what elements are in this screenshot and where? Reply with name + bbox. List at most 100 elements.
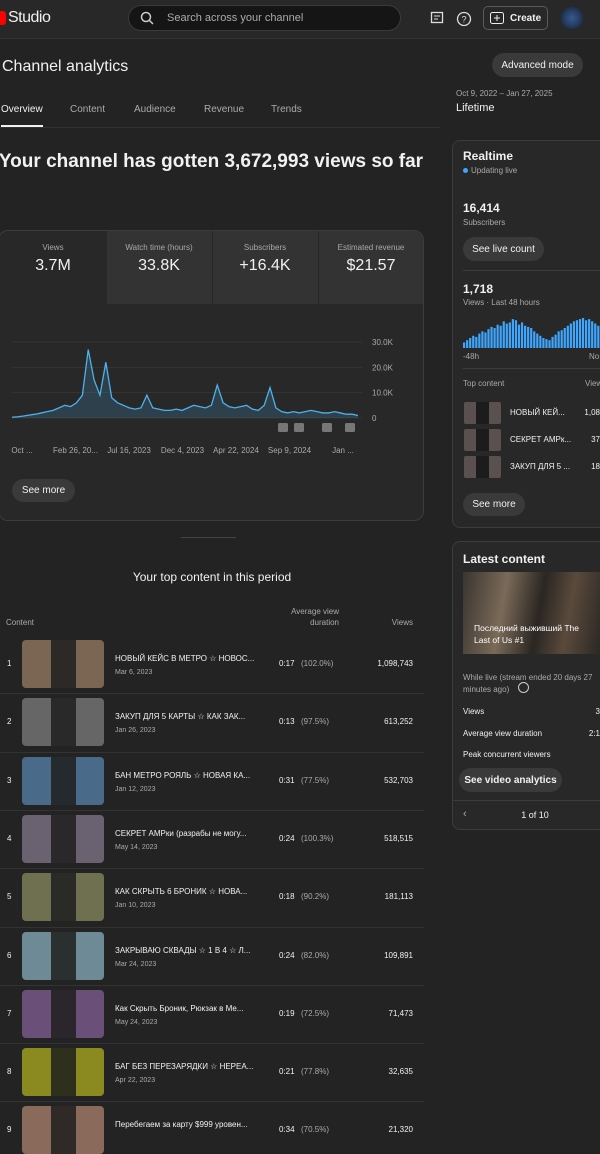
video-date: Jan 26, 2023 xyxy=(115,727,156,735)
realtime-divider xyxy=(463,368,600,369)
tab[interactable]: Content xyxy=(70,104,106,115)
top-content-label: Top content xyxy=(463,379,505,388)
hourly-chart xyxy=(463,318,600,348)
video-title[interactable]: НОВЫЙ КЕЙС В МЕТРО ☆ НОВОС... xyxy=(115,654,255,663)
rank: 2 xyxy=(7,717,12,727)
hourly-bar xyxy=(499,325,502,348)
video-title[interactable]: СЕКРЕТ АМРки (разрабы не могу... xyxy=(115,828,247,838)
item-thumbnail[interactable] xyxy=(464,456,501,478)
video-title[interactable]: Как Скрыть Броник, Рюкзак в Ме... xyxy=(115,1003,244,1013)
thumbnail-frame xyxy=(51,931,76,980)
logo[interactable]: Studio xyxy=(8,9,51,26)
hourly-bar xyxy=(557,331,560,348)
latest-status: While live (stream ended 20 days 27 minu… xyxy=(463,673,593,694)
search-box[interactable] xyxy=(128,5,401,31)
thumbnail-frame xyxy=(51,640,76,688)
video-analytics-button[interactable]: See video analytics xyxy=(459,768,562,792)
create-button[interactable] xyxy=(483,6,548,30)
latest-thumbnail[interactable] xyxy=(463,572,600,654)
see-more-button[interactable]: See more xyxy=(12,479,75,502)
video-title[interactable]: БАГ БЕЗ ПЕРЕЗАРЯДКИ ☆ НЕРЕА... xyxy=(115,1062,254,1072)
hourly-bar xyxy=(563,328,566,348)
hourly-bar xyxy=(508,322,511,348)
subscriber-count: 16,414 xyxy=(463,201,500,215)
x-tick-label: Oct ... xyxy=(11,446,32,455)
metric-cell[interactable] xyxy=(107,231,212,304)
thumbnail[interactable] xyxy=(22,989,104,1038)
video-date: Jan 12, 2023 xyxy=(115,785,156,793)
thumbnail[interactable] xyxy=(22,640,104,688)
realtime-see-more[interactable]: See more xyxy=(463,493,525,516)
y-tick-label: 0 xyxy=(372,414,377,423)
item-title[interactable]: ЗАКУП ДЛЯ 5 ... xyxy=(510,462,570,471)
feedback-icon[interactable] xyxy=(430,11,444,25)
tab-underline xyxy=(1,125,43,127)
video-date: May 24, 2023 xyxy=(115,1018,158,1026)
views-area xyxy=(12,349,358,418)
thumbnail[interactable] xyxy=(22,873,104,922)
thumbnail[interactable] xyxy=(22,931,104,980)
avg-percent: (72.5%) xyxy=(301,1008,330,1018)
x-tick-label: Jan ... xyxy=(332,446,354,455)
thumbnail[interactable] xyxy=(22,1048,104,1097)
thumbnail[interactable] xyxy=(22,814,104,863)
thumbnail[interactable] xyxy=(22,698,104,747)
item-title[interactable]: НОВЫЙ КЕЙ... xyxy=(510,408,565,417)
hourly-bar xyxy=(484,332,487,348)
video-title[interactable]: ЗАКРЫВАЮ СКВАДЫ ☆ 1 В 4 ☆ Л... xyxy=(115,945,251,955)
metric-cell[interactable] xyxy=(213,231,318,304)
hourly-bar xyxy=(566,325,569,348)
item-title[interactable]: СЕКРЕТ АМРк... xyxy=(510,435,572,444)
video-title[interactable]: Перебегаем за карту $999 уровен... xyxy=(115,1120,248,1130)
row-divider xyxy=(0,868,424,870)
hourly-bar xyxy=(597,325,600,348)
search-placeholder: Search across your channel xyxy=(167,12,304,24)
hourly-bar xyxy=(520,322,524,348)
thumbnail[interactable] xyxy=(22,1106,104,1154)
prev-arrow[interactable]: ‹ xyxy=(463,808,467,820)
live-count-button[interactable]: See live count xyxy=(463,237,544,261)
tab[interactable]: Trends xyxy=(271,104,302,115)
avg-percent: (90.2%) xyxy=(301,892,330,902)
hourly-bar xyxy=(524,325,527,348)
metric-cell[interactable] xyxy=(319,231,423,304)
latest-divider xyxy=(452,800,600,801)
realtime-title: Realtime xyxy=(463,149,514,163)
info-icon[interactable] xyxy=(518,682,529,693)
thumbnail[interactable] xyxy=(22,756,104,805)
thumbnail-frame xyxy=(51,989,76,1038)
avg-percent: (100.3%) xyxy=(301,833,334,843)
video-title[interactable]: ЗАКУП ДЛЯ 5 КАРТЫ ☆ КАК ЗАК... xyxy=(115,712,246,722)
latest-title: Latest content xyxy=(463,552,546,566)
hourly-bar xyxy=(530,328,533,348)
item-views: 18 xyxy=(591,462,600,471)
x-tick-label: Feb 26, 20... xyxy=(53,446,98,455)
svg-text:?: ? xyxy=(461,15,466,25)
thumbnail-frame xyxy=(51,1048,76,1097)
tab[interactable]: Audience xyxy=(134,104,176,115)
tab[interactable]: Overview xyxy=(1,104,43,115)
avg-duration: 0:17 xyxy=(279,659,295,668)
y-tick-label: 20.0K xyxy=(372,363,394,372)
avatar[interactable] xyxy=(561,7,583,29)
create-icon xyxy=(490,12,504,24)
annotation-marker xyxy=(322,423,332,432)
stat-value: 3 xyxy=(595,707,600,716)
avg-percent: (70.5%) xyxy=(301,1125,330,1135)
item-thumbnail[interactable] xyxy=(464,402,501,424)
column-content: Content xyxy=(6,618,35,627)
item-thumbnail[interactable] xyxy=(464,429,501,451)
video-date: May 14, 2023 xyxy=(115,843,158,851)
video-title[interactable]: КАК СКРЫТЬ 6 БРОНИК ☆ НОВА... xyxy=(115,887,248,897)
logo-icon xyxy=(0,11,6,25)
item-views: 37 xyxy=(591,435,600,444)
period[interactable]: Lifetime xyxy=(456,102,495,114)
video-title[interactable]: БАН МЕТРО РОЯЛЬ ☆ НОВАЯ КА... xyxy=(115,770,251,780)
advanced-mode-button[interactable]: Advanced mode xyxy=(492,53,583,77)
views: 613,252 xyxy=(384,717,413,727)
hourly-bar xyxy=(493,328,496,348)
hourly-bar xyxy=(554,334,557,348)
metric-cell[interactable] xyxy=(0,231,104,304)
tab[interactable]: Revenue xyxy=(204,104,245,115)
help-icon[interactable]: ? xyxy=(456,11,472,27)
